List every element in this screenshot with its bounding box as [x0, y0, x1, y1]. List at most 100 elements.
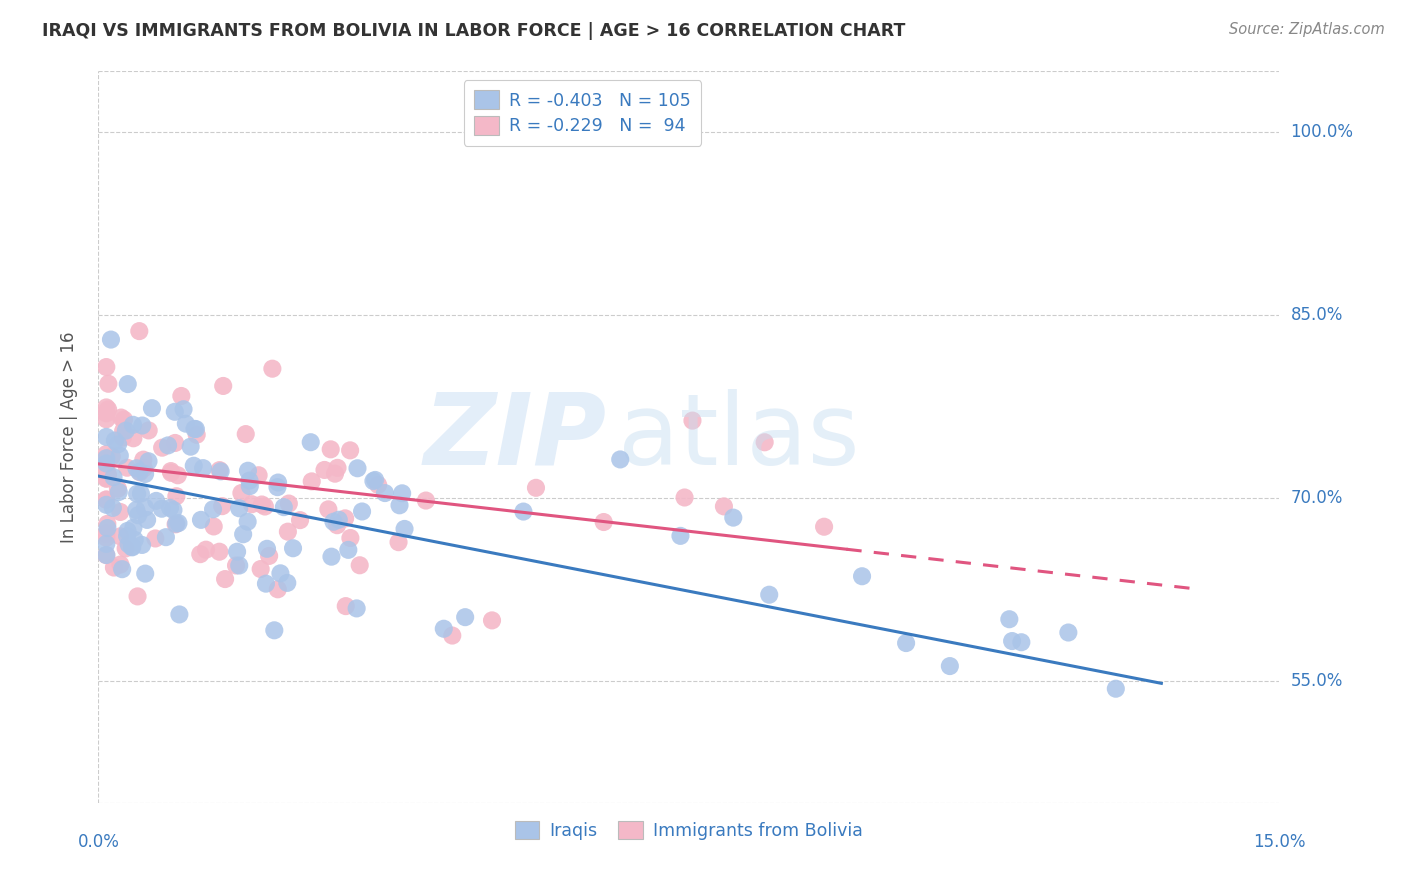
Point [127, 487, 149, 501]
Point [263, 624, 285, 638]
Point [202, 502, 225, 516]
Point [512, 505, 534, 519]
Point [758, 588, 780, 602]
Point [391, 486, 413, 500]
Point [129, 465, 152, 479]
Point [190, 513, 212, 527]
Point [107, 485, 129, 500]
Point [160, 466, 183, 480]
Point [267, 582, 290, 597]
Point [454, 610, 477, 624]
Point [333, 511, 356, 525]
Point [114, 541, 136, 556]
Point [96, 498, 118, 512]
Point [609, 452, 631, 467]
Point [96, 412, 118, 426]
Point [170, 389, 193, 403]
Point [96, 464, 118, 478]
Point [96, 521, 118, 535]
Point [277, 524, 299, 539]
Point [96, 548, 118, 562]
Point [96, 526, 118, 541]
Point [321, 549, 343, 564]
Point [346, 601, 368, 615]
Point [145, 494, 167, 508]
Point [288, 513, 311, 527]
Point [166, 468, 188, 483]
Point [112, 412, 135, 426]
Point [524, 481, 547, 495]
Point [314, 463, 336, 477]
Point [388, 498, 411, 512]
Point [103, 470, 125, 484]
Point [110, 505, 132, 519]
Point [301, 475, 323, 489]
Point [111, 431, 134, 445]
Point [174, 417, 197, 431]
Point [111, 562, 134, 576]
Point [236, 515, 259, 529]
Point [122, 431, 145, 445]
Point [235, 427, 257, 442]
Point [96, 453, 118, 467]
Point [1001, 634, 1024, 648]
Point [247, 468, 270, 483]
Point [122, 417, 145, 432]
Point [276, 575, 298, 590]
Point [159, 500, 181, 515]
Point [367, 478, 389, 492]
Point [96, 406, 118, 420]
Point [128, 324, 150, 338]
Point [328, 513, 350, 527]
Point [253, 500, 276, 514]
Point [415, 493, 437, 508]
Point [225, 558, 247, 573]
Point [813, 520, 835, 534]
Point [96, 430, 118, 444]
Point [107, 437, 129, 451]
Point [125, 461, 148, 475]
Point [214, 572, 236, 586]
Point [257, 549, 280, 563]
Point [128, 465, 150, 479]
Point [723, 510, 745, 524]
Point [117, 377, 139, 392]
Point [1010, 635, 1032, 649]
Point [250, 498, 273, 512]
Point [97, 467, 120, 482]
Point [202, 519, 225, 533]
Text: Source: ZipAtlas.com: Source: ZipAtlas.com [1229, 22, 1385, 37]
Point [337, 542, 360, 557]
Point [183, 422, 205, 436]
Point [273, 500, 295, 515]
Point [713, 500, 735, 514]
Point [157, 438, 180, 452]
Point [100, 450, 122, 464]
Point [125, 503, 148, 517]
Point [669, 529, 692, 543]
Text: 70.0%: 70.0% [1291, 489, 1343, 507]
Point [212, 379, 235, 393]
Text: 100.0%: 100.0% [1291, 123, 1354, 141]
Point [228, 501, 250, 516]
Point [115, 529, 138, 543]
Text: 15.0%: 15.0% [1253, 833, 1306, 851]
Point [96, 531, 118, 545]
Point [256, 541, 278, 556]
Point [326, 518, 349, 533]
Point [394, 522, 416, 536]
Point [110, 410, 132, 425]
Point [131, 538, 153, 552]
Point [269, 566, 291, 581]
Point [481, 614, 503, 628]
Point [96, 472, 118, 486]
Point [97, 402, 120, 417]
Point [96, 457, 118, 471]
Point [100, 333, 122, 347]
Point [352, 504, 374, 518]
Point [211, 499, 233, 513]
Point [138, 454, 160, 468]
Point [1105, 681, 1128, 696]
Text: ZIP: ZIP [423, 389, 606, 485]
Point [96, 401, 118, 415]
